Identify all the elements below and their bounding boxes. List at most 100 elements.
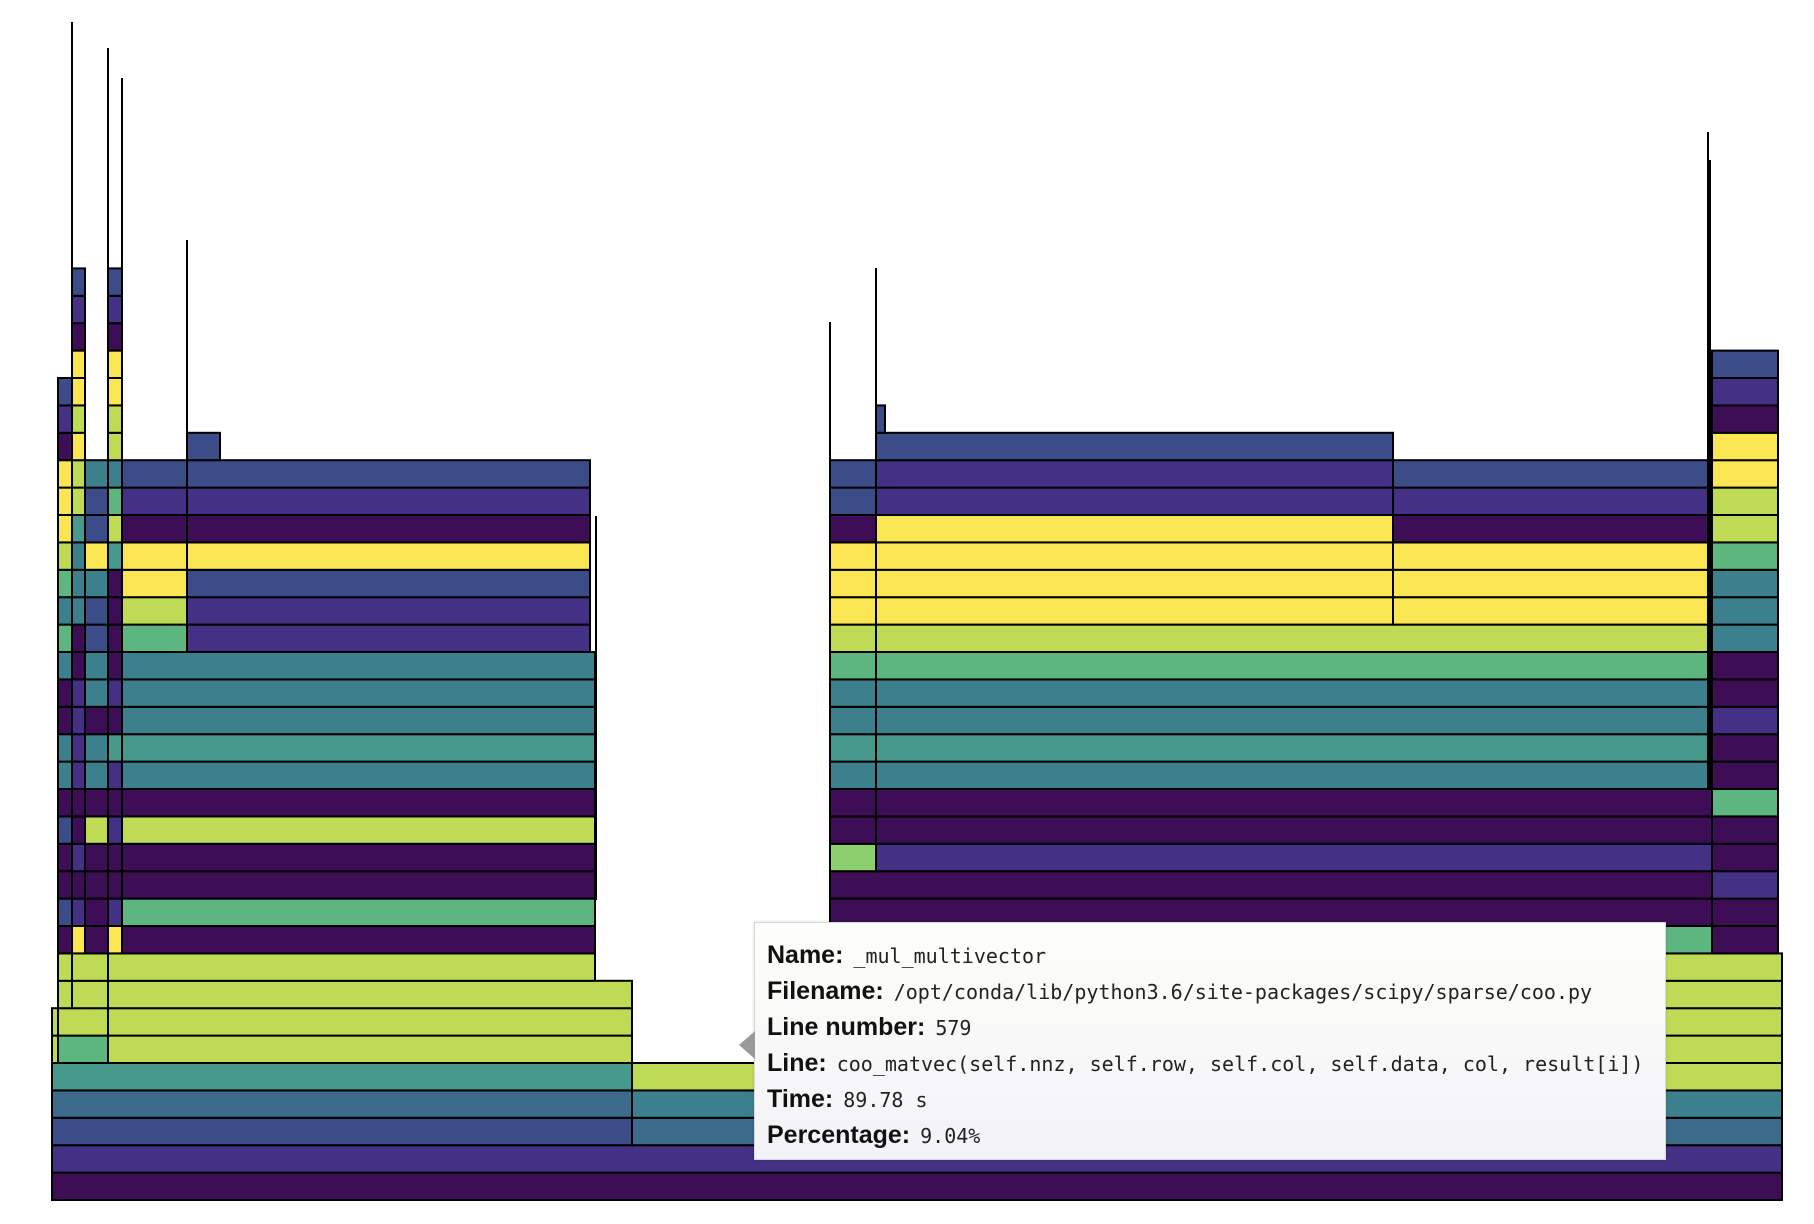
flame-frame[interactable] (107, 1034, 633, 1064)
flame-frame[interactable] (107, 541, 123, 571)
flame-frame[interactable] (71, 377, 86, 407)
flame-frame[interactable] (107, 404, 123, 434)
flame-frame[interactable] (84, 623, 109, 653)
flame-frame[interactable] (1711, 815, 1779, 845)
flame-frame[interactable] (84, 733, 109, 763)
flame-frame[interactable] (1392, 459, 1709, 489)
flame-frame[interactable] (121, 596, 188, 626)
flame-frame[interactable] (71, 897, 86, 927)
flame-frame[interactable] (107, 322, 123, 352)
flame-frame[interactable] (121, 678, 596, 708)
flame-frame[interactable] (84, 925, 109, 955)
flame-frame[interactable] (107, 568, 123, 599)
flame-frame[interactable] (107, 486, 123, 517)
flame-frame[interactable] (829, 733, 877, 763)
flame-frame[interactable] (186, 596, 591, 626)
flame-frame[interactable] (57, 459, 73, 489)
flame-frame[interactable] (121, 870, 596, 900)
flame-frame[interactable] (875, 514, 1394, 544)
flame-frame[interactable] (875, 541, 1394, 571)
flame-frame[interactable] (71, 925, 86, 955)
flame-frame[interactable] (829, 760, 877, 790)
flame-frame[interactable] (51, 1062, 633, 1092)
flame-frame[interactable] (57, 486, 73, 517)
flame-frame[interactable] (121, 623, 188, 653)
flame-frame[interactable] (107, 514, 123, 544)
flame-frame[interactable] (57, 514, 73, 544)
flame-frame[interactable] (1711, 760, 1779, 790)
flame-frame[interactable] (107, 596, 123, 626)
flame-frame[interactable] (107, 623, 123, 653)
flame-frame[interactable] (875, 842, 1713, 873)
flame-frame[interactable] (71, 349, 86, 380)
flame-frame[interactable] (121, 514, 188, 544)
flame-frame[interactable] (84, 596, 109, 626)
flame-frame[interactable] (121, 705, 596, 736)
flame-frame[interactable] (829, 568, 877, 599)
flame-frame[interactable] (121, 459, 188, 489)
flame-frame[interactable] (57, 596, 73, 626)
flame-frame[interactable] (829, 870, 1713, 900)
flame-frame[interactable] (1711, 541, 1779, 571)
flame-frame[interactable] (71, 733, 86, 763)
flame-frame[interactable] (829, 788, 877, 818)
flame-frame[interactable] (71, 815, 86, 845)
flame-frame[interactable] (57, 678, 73, 708)
flame-frame[interactable] (1392, 596, 1709, 626)
flame-frame[interactable] (51, 1116, 633, 1147)
flame-frame[interactable] (121, 897, 596, 927)
flame-frame[interactable] (121, 541, 188, 571)
flame-frame[interactable] (84, 568, 109, 599)
flame-frame[interactable] (1711, 486, 1779, 517)
flame-frame[interactable] (186, 623, 591, 653)
flame-frame[interactable] (107, 760, 123, 790)
flame-frame[interactable] (121, 651, 596, 681)
flame-frame[interactable] (875, 596, 1394, 626)
flame-frame[interactable] (875, 760, 1709, 790)
flame-frame[interactable] (84, 870, 109, 900)
flame-frame[interactable] (1392, 541, 1709, 571)
flame-frame[interactable] (71, 514, 86, 544)
flame-frame[interactable] (107, 925, 123, 955)
flame-frame[interactable] (1711, 568, 1779, 599)
flame-frame[interactable] (186, 431, 221, 462)
flame-frame[interactable] (57, 1007, 109, 1037)
flame-frame[interactable] (107, 897, 123, 927)
flame-frame[interactable] (1711, 514, 1779, 544)
flame-frame[interactable] (71, 459, 86, 489)
flame-frame[interactable] (829, 514, 877, 544)
flame-frame[interactable] (84, 815, 109, 845)
flame-frame[interactable] (121, 842, 596, 873)
flame-frame[interactable] (57, 651, 73, 681)
flame-frame[interactable] (829, 596, 877, 626)
flame-frame[interactable] (107, 733, 123, 763)
flame-frame[interactable] (829, 541, 877, 571)
flame-frame[interactable] (71, 870, 86, 900)
flame-frame[interactable] (57, 431, 73, 462)
flame-frame[interactable] (829, 842, 877, 873)
flame-frame[interactable] (57, 842, 73, 873)
flame-frame[interactable] (107, 870, 123, 900)
flame-frame[interactable] (1711, 431, 1779, 462)
flame-frame[interactable] (1392, 568, 1709, 599)
flame-frame[interactable] (1711, 596, 1779, 626)
flame-frame[interactable] (71, 760, 86, 790)
flame-frame[interactable] (57, 1034, 109, 1064)
flame-frame[interactable] (57, 815, 73, 845)
flame-frame[interactable] (107, 431, 123, 462)
flame-frame[interactable] (875, 705, 1709, 736)
flame-frame[interactable] (121, 486, 188, 517)
flame-frame[interactable] (84, 705, 109, 736)
flame-frame[interactable] (829, 678, 877, 708)
flame-frame[interactable] (875, 678, 1709, 708)
flame-frame[interactable] (1711, 870, 1779, 900)
flame-frame[interactable] (57, 979, 73, 1010)
flame-frame[interactable] (51, 1089, 633, 1119)
flame-frame[interactable] (1711, 623, 1779, 653)
flame-frame[interactable] (1711, 897, 1779, 927)
flame-frame[interactable] (57, 897, 73, 927)
flame-frame[interactable] (107, 459, 123, 489)
flame-frame[interactable] (186, 459, 591, 489)
flame-frame[interactable] (107, 788, 123, 818)
flame-frame[interactable] (71, 651, 86, 681)
